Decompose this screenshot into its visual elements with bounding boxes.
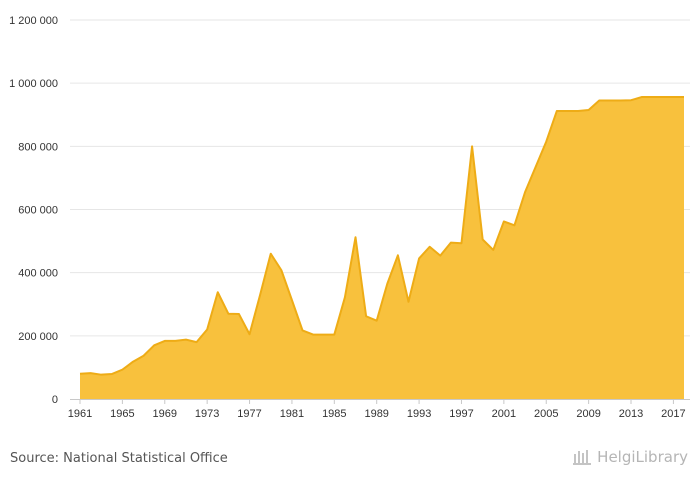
- x-tick-label: 1993: [407, 408, 431, 420]
- x-tick-label: 1969: [153, 408, 177, 420]
- library-icon: [573, 450, 592, 465]
- brand-logo[interactable]: HelgiLibrary: [573, 448, 688, 466]
- x-tick-label: 1997: [449, 408, 473, 420]
- y-tick-label: 800 000: [18, 141, 58, 153]
- y-tick-label: 0: [52, 394, 58, 406]
- x-tick-label: 2009: [576, 408, 600, 420]
- y-axis-tick-labels: 0 200 000 400 000 600 000 800 000 1 000 000 1 …: [9, 15, 58, 406]
- x-tick-label: 1961: [68, 408, 92, 420]
- area-chart: 0 200 000 400 000 600 000 800 000 1 000 000 1 …: [9, 15, 690, 420]
- series-line: [79, 96, 684, 376]
- y-tick-label: 600 000: [18, 205, 58, 217]
- series-area: [80, 97, 684, 399]
- x-tick-label: 2001: [492, 408, 516, 420]
- x-axis-ticks: 1961 1965 1969 1973 1977 1981 1985 1989 1993 1997…: [68, 399, 686, 420]
- y-tick-label: 1 200 000: [9, 15, 58, 27]
- brand-name: HelgiLibrary: [597, 448, 688, 466]
- x-tick-label: 1985: [322, 408, 346, 420]
- x-tick-label: 1977: [237, 408, 261, 420]
- y-tick-label: 200 000: [18, 331, 58, 343]
- x-tick-label: 2005: [534, 408, 558, 420]
- x-tick-label: 1989: [364, 408, 388, 420]
- source-note: Source: National Statistical Office: [10, 451, 228, 466]
- chart-footer: Source: National Statistical Office Helg…: [0, 440, 700, 483]
- x-tick-label: 2017: [661, 408, 685, 420]
- y-tick-label: 400 000: [18, 268, 58, 280]
- x-tick-label: 1973: [195, 408, 219, 420]
- x-tick-label: 1965: [110, 408, 134, 420]
- x-tick-label: 2013: [619, 408, 643, 420]
- x-tick-label: 1981: [280, 408, 304, 420]
- y-tick-label: 1 000 000: [9, 78, 58, 90]
